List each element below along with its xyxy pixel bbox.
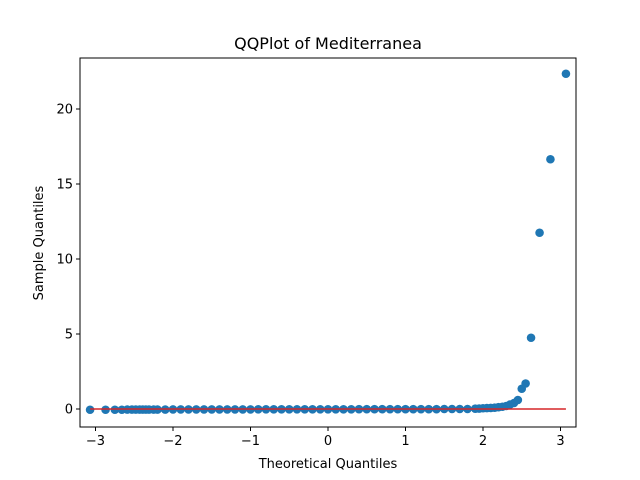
x-axis-label: Theoretical Quantiles bbox=[258, 457, 398, 472]
x-tick-label: −3 bbox=[86, 434, 105, 449]
y-tick-label: 15 bbox=[56, 178, 73, 193]
x-tick-label: −2 bbox=[163, 434, 182, 449]
plot-frame bbox=[79, 57, 577, 428]
y-tick-label: 20 bbox=[56, 103, 73, 118]
chart-title: QQPlot of Mediterranea bbox=[234, 34, 422, 53]
x-tick-label: 0 bbox=[324, 434, 332, 449]
x-axis-ticks: −3 −2 −1 0 1 2 3 bbox=[86, 427, 565, 449]
data-point bbox=[526, 333, 536, 343]
data-point bbox=[513, 395, 523, 405]
data-point bbox=[521, 379, 530, 388]
data-point bbox=[561, 69, 571, 79]
y-tick-label: 5 bbox=[65, 328, 73, 343]
plot-area bbox=[79, 57, 577, 428]
data-point bbox=[535, 228, 544, 238]
data-point bbox=[546, 154, 555, 164]
y-axis-label: Sample Quantiles bbox=[32, 185, 47, 300]
y-axis-ticks: 0 5 10 15 20 bbox=[56, 103, 80, 418]
y-tick-label: 10 bbox=[56, 253, 73, 268]
x-tick-label: −1 bbox=[241, 434, 260, 449]
y-tick-label: 0 bbox=[65, 403, 73, 418]
x-tick-label: 1 bbox=[401, 434, 409, 449]
x-tick-label: 2 bbox=[479, 434, 487, 449]
x-tick-label: 3 bbox=[556, 434, 564, 449]
